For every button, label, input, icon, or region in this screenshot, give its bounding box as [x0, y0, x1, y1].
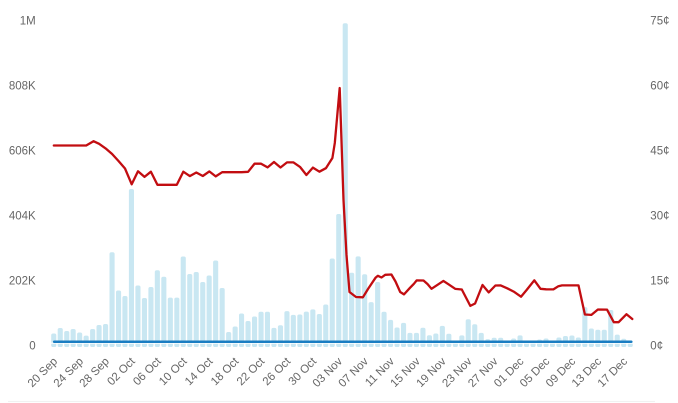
- svg-text:0: 0: [29, 341, 35, 353]
- svg-text:404K: 404K: [9, 211, 36, 223]
- svg-text:17 Dec: 17 Dec: [596, 355, 630, 389]
- svg-text:75¢: 75¢: [650, 16, 669, 28]
- svg-text:606K: 606K: [9, 146, 36, 158]
- svg-text:60¢: 60¢: [650, 81, 669, 93]
- svg-text:30¢: 30¢: [650, 211, 669, 223]
- svg-text:28 Sep: 28 Sep: [78, 356, 112, 390]
- svg-text:808K: 808K: [9, 81, 36, 93]
- svg-text:15¢: 15¢: [650, 276, 669, 288]
- svg-text:1M: 1M: [20, 16, 36, 28]
- svg-text:0¢: 0¢: [650, 341, 663, 353]
- svg-text:45¢: 45¢: [650, 146, 669, 158]
- svg-text:202K: 202K: [9, 276, 36, 288]
